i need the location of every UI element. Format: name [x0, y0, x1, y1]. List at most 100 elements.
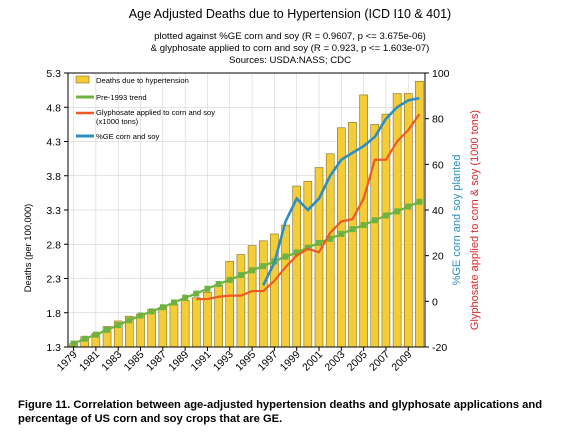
x-tick-label: 1995	[233, 349, 258, 374]
bar-deaths-1986	[147, 309, 156, 348]
bar-deaths-1985	[136, 313, 145, 348]
bar-deaths-1995	[247, 245, 257, 348]
legend-label-glyphosate-2: (x1000 tons)	[96, 117, 139, 126]
left-axis-label: Deaths (per 100,000)	[22, 204, 33, 293]
bar-deaths-1991	[203, 291, 212, 348]
right-axis-label-ge: %GE corn and soy planted	[451, 155, 463, 286]
point-trend-1984	[126, 317, 133, 324]
point-trend-2009	[405, 203, 412, 210]
point-trend-1994	[237, 272, 244, 279]
point-trend-1999	[293, 249, 300, 256]
point-trend-2007	[382, 212, 389, 219]
left-tick-label: 4.8	[46, 102, 61, 114]
left-axis-ticks: 5.3 4.8 4.3 3.8 3.3 2.8 2.3 1.8 1.3	[46, 68, 68, 354]
left-tick-label: 5.3	[46, 68, 61, 80]
line-glyphosate	[196, 113, 421, 301]
point-trend-1981	[92, 331, 99, 338]
point-trend-2008	[394, 208, 401, 215]
point-trend-1991	[204, 285, 211, 292]
bar-deaths-1996	[258, 240, 268, 348]
point-trend-2002	[327, 235, 334, 242]
left-tick-label: 2.8	[46, 239, 61, 251]
right-tick-label: 0	[432, 296, 438, 308]
point-trend-1982	[104, 326, 111, 333]
point-trend-1979	[70, 340, 77, 347]
x-tick-label: 1999	[278, 349, 303, 374]
right-axis-label-glyphosate: Glyphosate applied to corn & soy (1000 t…	[469, 110, 481, 330]
bar-deaths-2010	[415, 80, 424, 348]
left-tick-label: 2.3	[46, 274, 61, 286]
right-tick-label: 20	[432, 251, 444, 263]
point-trend-2006	[371, 217, 378, 224]
point-trend-2003	[338, 230, 345, 237]
x-tick-label: 2005	[345, 349, 370, 374]
legend-label-glyphosate-1: Glyphosate applied to corn and soy	[96, 108, 215, 117]
bar-deaths-2006	[370, 124, 380, 348]
point-trend-1996	[260, 263, 267, 270]
point-trend-1989	[182, 294, 189, 301]
right-axis-ticks: 100 80 60 40 20 0 -20	[425, 68, 450, 354]
bar-deaths-1993	[225, 261, 235, 348]
point-trend-1993	[226, 276, 233, 283]
right-tick-label: 100	[432, 68, 450, 80]
bar-deaths-2008	[392, 93, 402, 348]
right-tick-label: -20	[432, 342, 447, 354]
chart-title: Age Adjusted Deaths due to Hypertension …	[129, 7, 451, 21]
point-trend-1980	[81, 335, 88, 342]
point-trend-1992	[215, 280, 222, 287]
chart: Age Adjusted Deaths due to Hypertension …	[22, 7, 481, 374]
point-trend-1985	[137, 312, 144, 319]
point-trend-1987	[159, 304, 166, 311]
figure-caption: Figure 11. Correlation between age-adjus…	[18, 399, 543, 425]
left-tick-label: 3.3	[46, 205, 61, 217]
x-tick-label: 2009	[389, 349, 414, 374]
x-tick-label: 2003	[322, 349, 347, 374]
right-tick-label: 40	[432, 205, 444, 217]
line-series	[70, 96, 423, 347]
bar-deaths-1998	[281, 224, 290, 348]
chart-subtitle-line-1: plotted against %GE corn and soy (R = 0.…	[154, 31, 426, 42]
x-tick-label: 1997	[256, 349, 281, 374]
point-trend-1983	[115, 322, 122, 329]
bar-deaths-1988	[169, 303, 179, 348]
x-tick-label: 1993	[211, 349, 236, 374]
x-tick-label: 2007	[367, 349, 392, 374]
x-tick-label: 1987	[144, 349, 169, 374]
legend-label-deaths: Deaths due to hypertension	[96, 76, 189, 85]
point-trend-1990	[193, 290, 200, 297]
bar-deaths-1987	[158, 307, 168, 348]
point-trend-1986	[148, 308, 155, 315]
left-tick-label: 4.3	[46, 137, 61, 149]
left-tick-label: 3.8	[46, 171, 61, 183]
point-trend-2005	[360, 222, 367, 229]
point-trend-1998	[282, 253, 289, 260]
left-tick-label: 1.3	[46, 342, 61, 354]
point-trend-2010	[416, 198, 423, 205]
x-tick-label: 1981	[77, 349, 102, 374]
point-trend-1988	[170, 299, 177, 306]
bar-deaths-1994	[236, 254, 246, 348]
point-trend-2001	[316, 239, 323, 246]
x-tick-label: 1983	[99, 349, 124, 374]
point-trend-1995	[249, 267, 256, 274]
chart-subtitle-line-2: & glyphosate applied to corn and soy (R …	[151, 43, 430, 54]
legend-swatch-deaths	[75, 75, 90, 84]
bar-deaths-1992	[214, 285, 223, 348]
line-ge	[262, 96, 420, 286]
x-tick-label: 1985	[122, 349, 147, 374]
bar-series-deaths	[69, 80, 424, 348]
x-axis-ticks: 1979198119831985198719891991199319951997…	[55, 347, 414, 374]
point-trend-2004	[349, 226, 356, 233]
legend-label-trend: Pre-1993 trend	[96, 93, 147, 102]
bar-deaths-1990	[192, 297, 201, 348]
right-tick-label: 60	[432, 159, 444, 171]
left-tick-label: 1.8	[46, 308, 61, 320]
bar-deaths-1989	[180, 300, 190, 348]
legend: Deaths due to hypertension Pre-1993 tren…	[75, 75, 215, 141]
right-tick-label: 80	[432, 114, 444, 126]
x-tick-label: 1989	[166, 349, 191, 374]
legend-label-ge: %GE corn and soy	[96, 132, 160, 141]
x-tick-label: 2001	[300, 349, 325, 374]
bar-deaths-1999	[292, 185, 301, 348]
x-tick-label: 1991	[189, 349, 214, 374]
